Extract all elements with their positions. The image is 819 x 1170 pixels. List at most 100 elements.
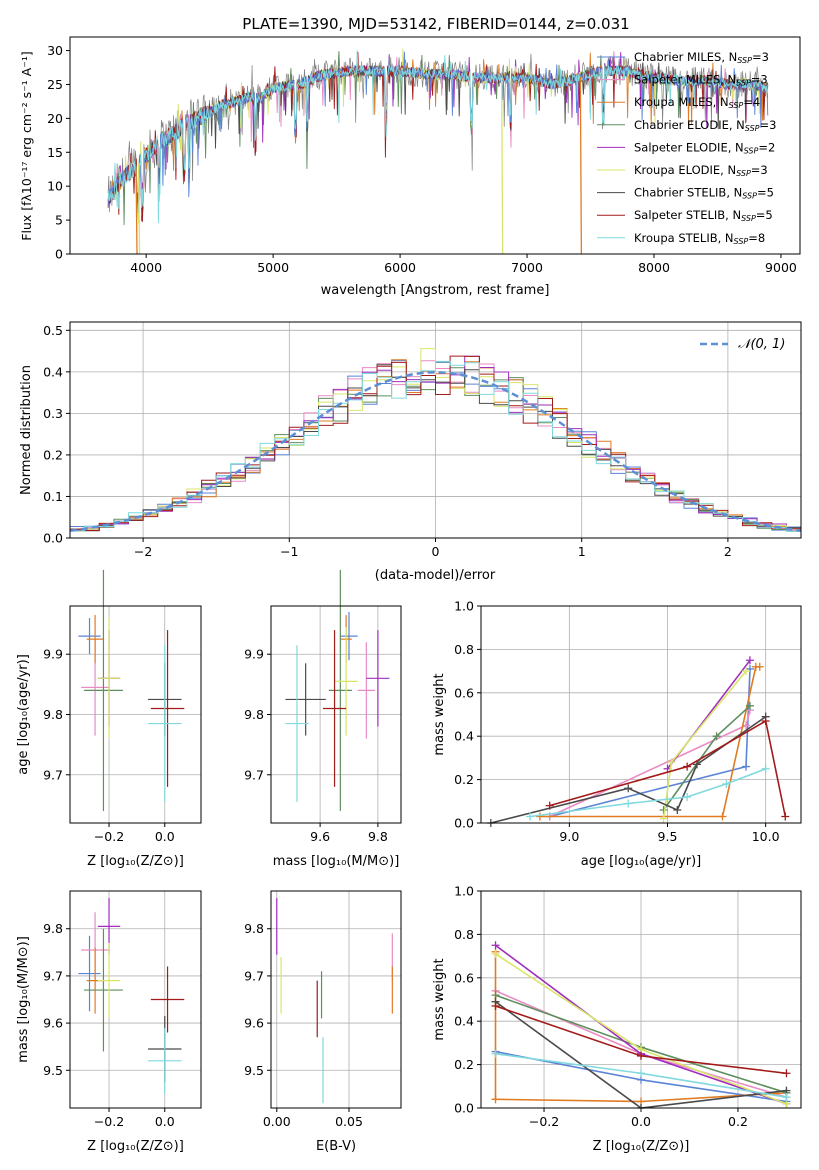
residuals-legend: 𝒩(0, 1) <box>700 337 785 352</box>
age-vs-mass-xlabel: mass [log₁₀(M/M⊙)] <box>273 854 400 869</box>
residuals-ytick-label: 0.0 <box>43 531 63 546</box>
age-vs-mass-ytick-label: 9.9 <box>244 647 264 662</box>
weight-vs-age-marker <box>545 801 554 810</box>
weight-vs-z-marker <box>491 949 500 958</box>
residuals-xlabel: (data-model)/error <box>375 568 496 583</box>
spectrum-ytick-label: 10 <box>47 179 63 194</box>
legend-entry: Salpeter MILES, NSSP=3 <box>634 73 768 88</box>
mass-vs-z-ylabel: mass [log₁₀(M/M⊙)] <box>16 936 31 1063</box>
legend-entry: Kroupa ELODIE, NSSP=3 <box>634 163 768 178</box>
weight-vs-age-marker <box>535 812 544 821</box>
weight-vs-age-marker <box>761 764 770 773</box>
weight-vs-age-marker <box>526 812 535 821</box>
weight-vs-z-frame <box>480 890 802 1109</box>
weight-vs-age-panel: 9.0 9.5 10.0 0.0 0.2 0.4 0.6 0.8 1.0 age [log₁₀(a… <box>432 599 802 869</box>
weight-vs-age-marker <box>624 784 633 793</box>
weight-vs-z-series <box>494 951 787 1103</box>
mass-vs-z-xtick-label: 0.0 <box>155 1114 175 1129</box>
mass-vs-ebv-xtick-label: 0.00 <box>263 1114 291 1129</box>
spectrum-xtick-label: 7000 <box>511 260 543 275</box>
spectrum-frame <box>69 36 801 255</box>
residuals-xtick-label: −2 <box>134 544 152 559</box>
age-vs-mass-panel: 9.6 9.8 9.7 9.8 9.9 mass [log₁₀(M/M⊙)] <box>244 569 402 869</box>
spectrum-xtick-label: 8000 <box>638 260 670 275</box>
residuals-gaussian-curve <box>69 371 802 532</box>
mass-vs-z-xlabel: Z [log₁₀(Z/Z⊙)] <box>87 1139 184 1154</box>
weight-vs-age-marker <box>673 805 682 814</box>
weight-vs-age-marker <box>624 799 633 808</box>
mass-vs-z-xtick-label: −0.2 <box>94 1114 124 1129</box>
weight-vs-z-marker <box>637 1069 645 1078</box>
legend-entry: Salpeter ELODIE, NSSP=2 <box>634 140 775 155</box>
weight-vs-z-ytick-label: 0.2 <box>454 1057 474 1072</box>
spectrum-model-kroupa_stelib <box>107 49 769 224</box>
weight-vs-z-ytick-label: 0.0 <box>454 1101 474 1116</box>
spectrum-ytick-label: 0 <box>55 247 63 262</box>
weight-vs-z-marker <box>782 1093 791 1102</box>
mass-vs-z-panel: −0.2 0.0 9.5 9.6 9.7 9.8 Z [log₁₀(Z/Z⊙)] mass [… <box>16 890 202 1154</box>
weight-vs-z-marker <box>782 1069 791 1078</box>
spectrum-panel: PLATE=1390, MJD=53142, FIBERID=0144, z=0… <box>19 15 801 298</box>
weight-vs-z-marker <box>491 941 500 950</box>
spectrum-ticks: 4000 5000 6000 7000 8000 9000 0 5 10 15 20 25 30 <box>47 43 797 275</box>
mass-vs-ebv-xlabel: E(B-V) <box>316 1139 356 1154</box>
legend-entry: Chabrier STELIB, NSSP=5 <box>634 186 774 201</box>
age-vs-z-ylabel: age [log₁₀(age/yr)] <box>16 654 31 775</box>
residuals-ytick-label: 0.1 <box>43 489 63 504</box>
weight-vs-age-marker <box>718 812 727 821</box>
age-vs-z-ytick-label: 9.8 <box>43 707 63 722</box>
spectrum-xtick-label: 9000 <box>765 260 797 275</box>
age-vs-z-xtick-label: −0.2 <box>94 829 124 844</box>
age-vs-z-panel: −0.2 0.0 9.7 9.8 9.9 Z [log₁₀(Z/Z⊙)] age [log₁… <box>16 569 202 869</box>
mass-vs-z-frame <box>69 890 202 1109</box>
legend-entry: Salpeter STELIB, NSSP=5 <box>634 208 773 223</box>
residuals-xtick-label: −1 <box>280 544 298 559</box>
spectrum-xtick-label: 4000 <box>130 260 162 275</box>
legend-gaussian-label: 𝒩(0, 1) <box>738 337 785 352</box>
mass-vs-z-ytick-label: 9.6 <box>43 1016 63 1031</box>
weight-vs-age-marker <box>781 812 790 821</box>
residuals-xtick-label: 0 <box>432 544 440 559</box>
weight-vs-age-ytick-label: 0.8 <box>454 642 474 657</box>
age-vs-mass-xtick-label: 9.8 <box>368 829 388 844</box>
age-vs-mass-xtick-label: 9.6 <box>310 829 330 844</box>
mass-vs-ebv-xtick-label: 0.05 <box>335 1114 363 1129</box>
weight-vs-age-ytick-label: 0.0 <box>454 816 474 831</box>
weight-vs-age-ytick-label: 1.0 <box>454 599 474 614</box>
weight-vs-age-marker <box>683 762 692 771</box>
age-vs-mass-ytick-label: 9.8 <box>244 707 264 722</box>
weight-vs-age-xtick-label: 9.5 <box>658 829 678 844</box>
weight-vs-z-ytick-label: 1.0 <box>454 884 474 899</box>
residuals-xtick-label: 2 <box>724 544 732 559</box>
weight-vs-age-marker <box>683 792 692 801</box>
spectrum-drop-line <box>137 163 141 255</box>
mass-vs-z-ytick-label: 9.8 <box>43 921 63 936</box>
weight-vs-age-ylabel: mass weight <box>432 673 447 755</box>
residuals-histogram <box>70 360 801 532</box>
spectrum-ytick-label: 20 <box>47 111 63 126</box>
weight-vs-age-marker <box>745 656 754 665</box>
residuals-ytick-label: 0.4 <box>43 364 63 379</box>
weight-vs-age-xlabel: age [log₁₀(age/yr)] <box>581 854 702 869</box>
spectrum-xlabel: wavelength [Angstrom, rest frame] <box>321 283 550 298</box>
age-vs-z-xlabel: Z [log₁₀(Z/Z⊙)] <box>87 854 184 869</box>
weight-vs-age-marker <box>722 779 731 788</box>
weight-vs-z-ytick-label: 0.8 <box>454 927 474 942</box>
weight-vs-age-marker <box>659 814 668 823</box>
mass-vs-ebv-ytick-label: 9.7 <box>244 968 264 983</box>
weight-vs-age-xtick-label: 9.0 <box>559 829 579 844</box>
weight-vs-age-marker <box>755 662 764 671</box>
residuals-plot-area <box>69 348 802 532</box>
spectrum-drop-line <box>579 77 583 255</box>
weight-vs-z-xtick-label: 0.2 <box>728 1114 748 1129</box>
weight-vs-age-marker <box>745 701 754 710</box>
weight-vs-z-panel: −0.2 0.0 0.2 0.0 0.2 0.4 0.6 0.8 1.0 Z [log₁₀(Z/Z… <box>432 884 802 1154</box>
weight-vs-age-ytick-label: 0.4 <box>454 729 474 744</box>
mass-vs-ebv-ytick-label: 9.8 <box>244 921 264 936</box>
weight-vs-z-marker <box>637 1051 645 1060</box>
legend-entry: Chabrier ELODIE, NSSP=3 <box>634 118 776 133</box>
residuals-panel: −2 −1 0 1 2 0.0 0.1 0.2 0.3 0.4 0.5 (data-model)/e… <box>19 321 802 583</box>
mass-vs-ebv-panel: 0.00 0.05 9.5 9.6 9.7 9.8 E(B-V) <box>244 890 402 1154</box>
weight-vs-age-ytick-label: 0.6 <box>454 685 474 700</box>
